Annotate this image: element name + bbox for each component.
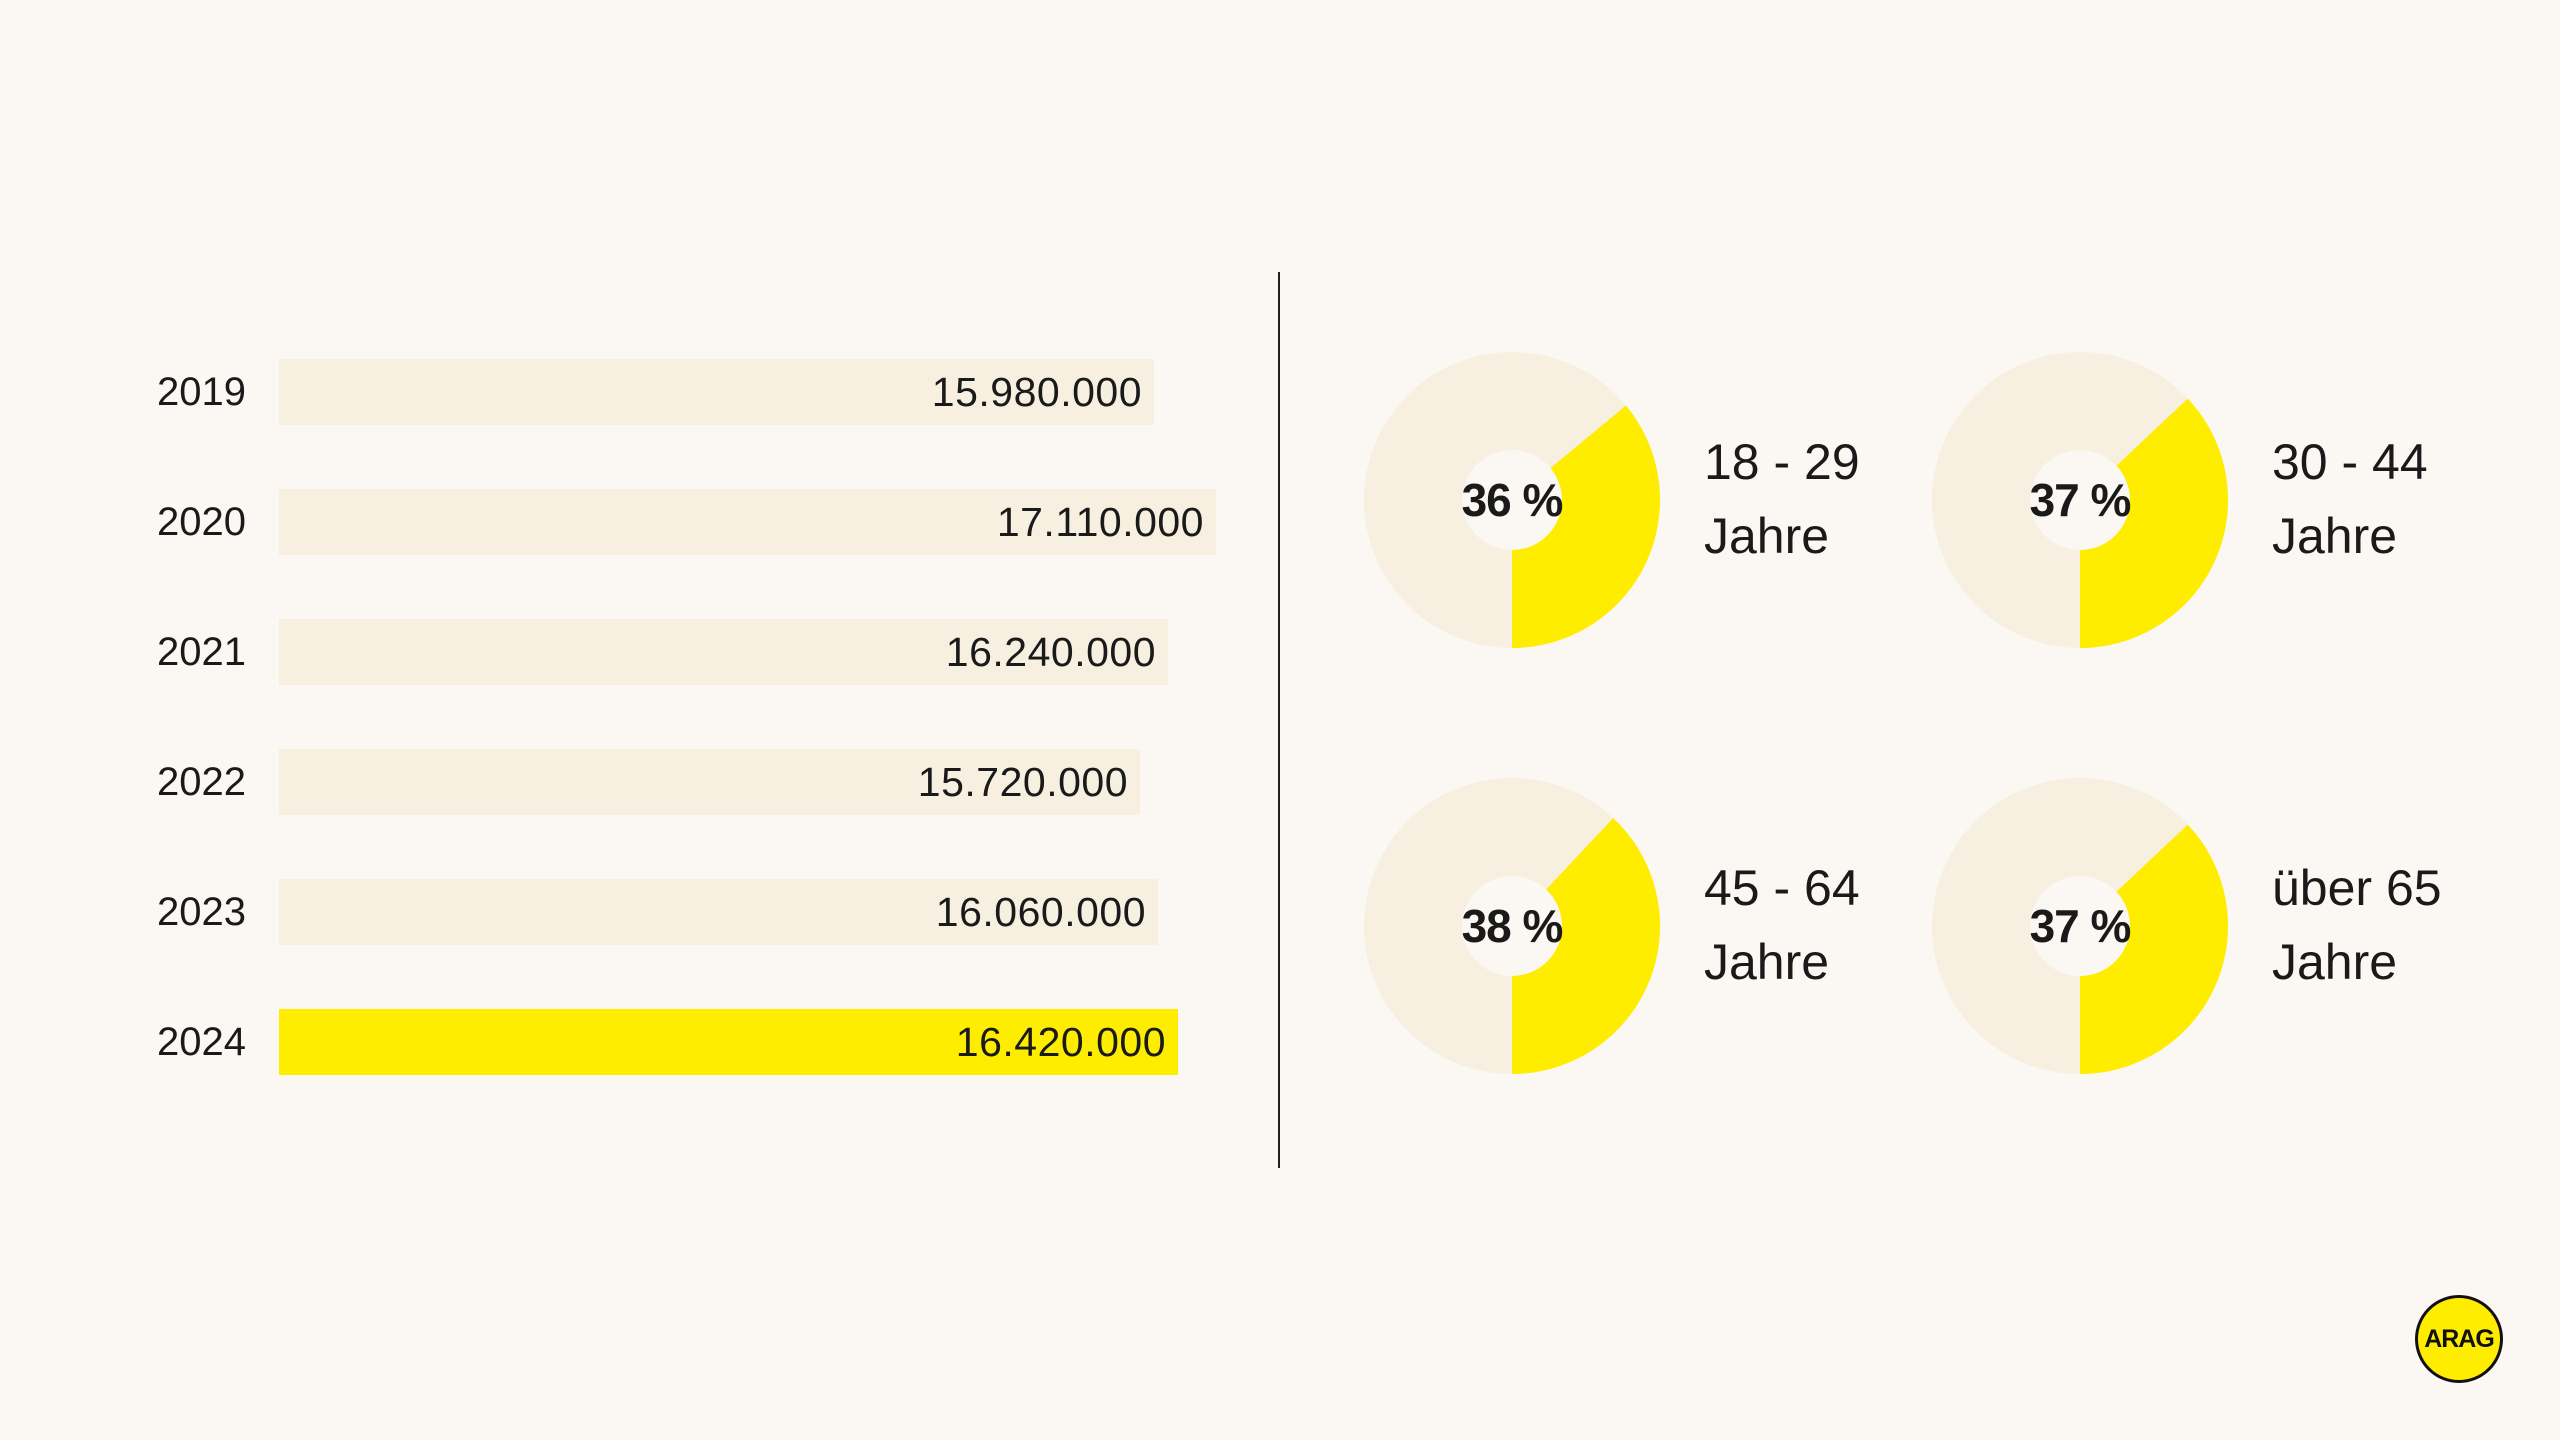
donut-slice: [1932, 352, 2228, 648]
age-unit: Jahre: [2272, 934, 2398, 990]
donut-percent-label: 37 %: [2029, 474, 2132, 526]
year-label-2022: 2022: [157, 760, 246, 804]
bar-2024: 16.420.000: [279, 1009, 1178, 1075]
age-range: 45 - 64: [1704, 860, 1860, 916]
logo-text: ARAG: [2424, 1325, 2495, 1353]
age-unit: Jahre: [2272, 508, 2398, 564]
divider: [1278, 272, 1280, 1168]
donut-percent-label: 38 %: [1461, 900, 1564, 952]
arag-logo: ARAG: [2415, 1295, 2503, 1383]
bar-2022: 15.720.000: [279, 749, 1140, 815]
year-label-2019: 2019: [157, 370, 246, 414]
age-unit: Jahre: [1704, 934, 1830, 990]
donut-percent-label: 37 %: [2029, 900, 2132, 952]
donut-svg: [1932, 778, 2228, 1074]
bar-value-2022: 15.720.000: [917, 759, 1128, 805]
donut-svg: [1364, 352, 1660, 648]
age-group-label: 30 - 44 Jahre: [2272, 425, 2428, 573]
donut-chart-4: 37 %: [1932, 778, 2228, 1074]
donut-slice: [1364, 778, 1660, 1074]
bar-2019: 15.980.000: [279, 359, 1154, 425]
bar-2023: 16.060.000: [279, 879, 1158, 945]
donut-svg: [1932, 352, 2228, 648]
age-range: über 65: [2272, 860, 2442, 916]
age-unit: Jahre: [1704, 508, 1830, 564]
age-range: 18 - 29: [1704, 434, 1860, 490]
year-label-2024: 2024: [157, 1020, 246, 1064]
bar-value-2024: 16.420.000: [955, 1019, 1166, 1065]
age-group-label: 18 - 29 Jahre: [1704, 425, 1860, 573]
bar-value-2021: 16.240.000: [945, 629, 1156, 675]
age-range: 30 - 44: [2272, 434, 2428, 490]
donut-chart-2: 37 %: [1932, 352, 2228, 648]
year-label-2020: 2020: [157, 500, 246, 544]
bar-2020: 17.110.000: [279, 489, 1216, 555]
bar-value-2020: 17.110.000: [996, 499, 1204, 545]
bar-value-2023: 16.060.000: [935, 889, 1146, 935]
bar-chart: 2019 15.980.000 2020 17.110.000 2021 16.240.0…: [0, 0, 1260, 1200]
donut-slice: [1932, 778, 2228, 1074]
bar-value-2019: 15.980.000: [931, 369, 1142, 415]
age-group-label: 45 - 64 Jahre: [1704, 851, 1860, 999]
donut-chart-3: 38 %: [1364, 778, 1660, 1074]
year-label-2023: 2023: [157, 890, 246, 934]
bar-2021: 16.240.000: [279, 619, 1168, 685]
year-label-2021: 2021: [157, 630, 246, 674]
donut-svg: [1364, 778, 1660, 1074]
donut-chart-1: 36 %: [1364, 352, 1660, 648]
donut-slice: [1364, 352, 1660, 648]
age-group-label: über 65 Jahre: [2272, 851, 2442, 999]
donut-percent-label: 36 %: [1461, 474, 1564, 526]
